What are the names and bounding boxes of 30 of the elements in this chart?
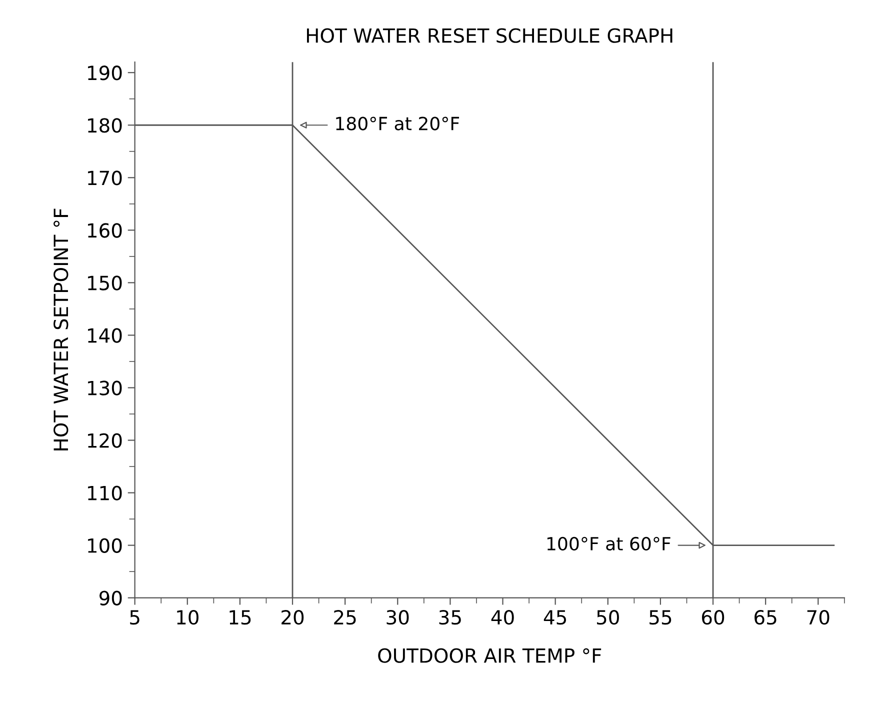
x-tick-label: 35	[439, 610, 461, 625]
y-tick-label: 120	[88, 433, 122, 448]
x-tick-label: 50	[597, 610, 619, 625]
x-axis-title: OUTDOOR AIR TEMP °F	[378, 648, 602, 663]
y-tick-label: 160	[88, 223, 122, 238]
y-tick-label: 110	[88, 486, 122, 500]
x-tick-label: 60	[702, 610, 724, 625]
y-tick-label: 170	[88, 170, 122, 186]
annotation: 180°F at 20°F	[336, 116, 460, 130]
y-tick-label: 90	[100, 590, 122, 606]
chart-title: HOT WATER RESET SCHEDULE GRAPH	[307, 28, 672, 43]
x-tick-label: 25	[334, 610, 356, 625]
y-tick-label: 150	[88, 276, 122, 290]
y-axis-title: HOT WATER SETPOINT °F	[54, 208, 68, 450]
y-tick-label: 190	[88, 66, 122, 80]
x-tick-label: 55	[650, 610, 672, 625]
x-tick-label: 30	[386, 610, 409, 625]
x-tick-label: 65	[754, 610, 776, 625]
x-tick-label: 70	[807, 610, 830, 625]
y-tick-label: 100	[88, 538, 122, 553]
x-tick-label: 10	[177, 610, 198, 625]
x-tick-label: 40	[491, 610, 514, 625]
y-tick-label: 140	[88, 328, 122, 343]
x-tick-label: 15	[230, 610, 251, 625]
x-tick-label: 5	[130, 610, 140, 625]
y-tick-label: 130	[88, 380, 122, 396]
annotation: 100°F at 60°F	[547, 536, 670, 551]
x-tick-label: 20	[282, 610, 304, 625]
x-tick-label: 45	[544, 610, 566, 625]
y-tick-label: 180	[88, 118, 122, 133]
